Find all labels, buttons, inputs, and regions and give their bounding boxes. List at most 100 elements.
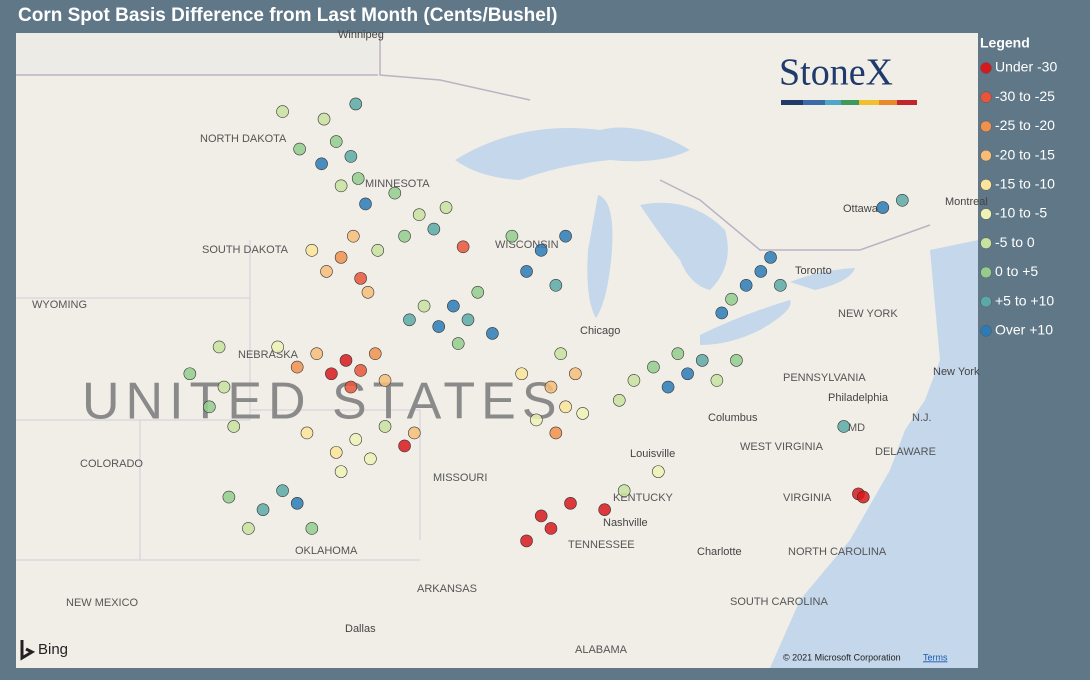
point <box>417 299 431 313</box>
map-label: MISSOURI <box>433 472 487 484</box>
point <box>325 367 338 381</box>
legend-label: -30 to -25 <box>995 88 1055 104</box>
point <box>347 229 360 243</box>
point <box>530 413 543 427</box>
lake-ontario <box>790 268 855 290</box>
map-label: Ottawa <box>843 203 879 215</box>
map-label: Winnipeg <box>338 29 384 41</box>
point <box>754 265 768 278</box>
logo-text: StoneX <box>779 52 893 94</box>
logo-bar <box>825 100 841 105</box>
map-label: NEW YORK <box>838 308 898 320</box>
legend-swatch <box>980 237 992 249</box>
map-label: COLORADO <box>80 458 143 470</box>
point <box>710 374 724 387</box>
point <box>554 347 568 360</box>
point <box>627 374 641 387</box>
legend-swatch <box>980 295 992 308</box>
map-label: PENNSYLVANIA <box>783 372 866 384</box>
map-label: WEST VIRGINIA <box>740 441 824 453</box>
map-label: MINNESOTA <box>365 178 430 190</box>
map-label: Nashville <box>603 517 648 529</box>
point <box>569 367 582 381</box>
point <box>290 360 304 374</box>
attribution: © 2021 Microsoft Corporation <box>783 652 901 662</box>
point <box>671 347 685 360</box>
point <box>344 380 358 394</box>
map-label: Charlotte <box>697 546 742 558</box>
map-label: MD <box>848 422 865 434</box>
map-label: SOUTH CAROLINA <box>730 596 828 608</box>
point <box>520 534 533 548</box>
lake-superior <box>455 127 690 180</box>
point <box>534 509 548 523</box>
map-label: NORTH DAKOTA <box>200 133 287 145</box>
legend-label: -5 to 0 <box>995 234 1035 250</box>
point <box>505 229 519 243</box>
legend-label: Under -30 <box>995 59 1057 75</box>
point <box>300 426 314 440</box>
map-label: Louisville <box>630 448 675 460</box>
legend-swatch <box>980 208 992 220</box>
point <box>349 97 363 111</box>
ocean <box>770 240 978 668</box>
legend-swatch <box>980 179 992 191</box>
point <box>293 142 306 156</box>
point <box>339 354 353 367</box>
map-label: SOUTH DAKOTA <box>202 244 289 256</box>
legend-swatch <box>980 266 992 279</box>
logo-bar <box>781 100 803 105</box>
point <box>217 380 231 394</box>
map-label: Montreal <box>945 196 988 208</box>
point <box>354 364 367 377</box>
point <box>647 360 660 374</box>
point <box>334 251 348 264</box>
legend-label: -10 to -5 <box>995 205 1047 221</box>
legend-swatch <box>980 91 992 103</box>
point <box>371 244 385 257</box>
lake-michigan <box>587 195 613 318</box>
map-label: Dallas <box>345 623 376 635</box>
point <box>317 112 331 126</box>
legend-label: +5 to +10 <box>995 292 1054 308</box>
map-label: ARKANSAS <box>417 583 477 595</box>
point <box>388 186 402 200</box>
map-label: Toronto <box>795 265 832 277</box>
border <box>16 33 931 251</box>
point <box>730 354 743 367</box>
map-label: NEW MEXICO <box>66 597 139 609</box>
point <box>559 229 572 243</box>
map-label: Chicago <box>580 325 620 337</box>
point <box>715 306 729 320</box>
point <box>276 105 289 118</box>
point <box>361 285 375 299</box>
point <box>320 265 333 278</box>
points <box>183 97 909 548</box>
point <box>378 374 392 387</box>
point <box>368 347 382 360</box>
point <box>549 426 563 440</box>
point <box>378 420 392 433</box>
point <box>544 380 558 394</box>
point <box>515 367 528 381</box>
map-label: UNITED STATES <box>82 373 563 431</box>
lake-huron <box>640 202 728 290</box>
point <box>739 279 753 292</box>
point <box>305 522 319 535</box>
point <box>271 340 284 354</box>
point <box>549 279 563 292</box>
point <box>876 201 890 214</box>
terms-link[interactable]: Terms <box>923 652 948 662</box>
point <box>408 426 421 440</box>
point <box>617 484 631 498</box>
map-label: NEBRASKA <box>238 349 299 361</box>
point <box>351 172 365 185</box>
bing-icon <box>20 640 36 661</box>
point <box>598 503 611 516</box>
logo-bar <box>879 100 897 105</box>
point <box>856 490 870 504</box>
map-label: ALABAMA <box>575 644 628 656</box>
point <box>183 367 197 381</box>
legend-label: -20 to -15 <box>995 146 1055 162</box>
point <box>559 400 572 414</box>
